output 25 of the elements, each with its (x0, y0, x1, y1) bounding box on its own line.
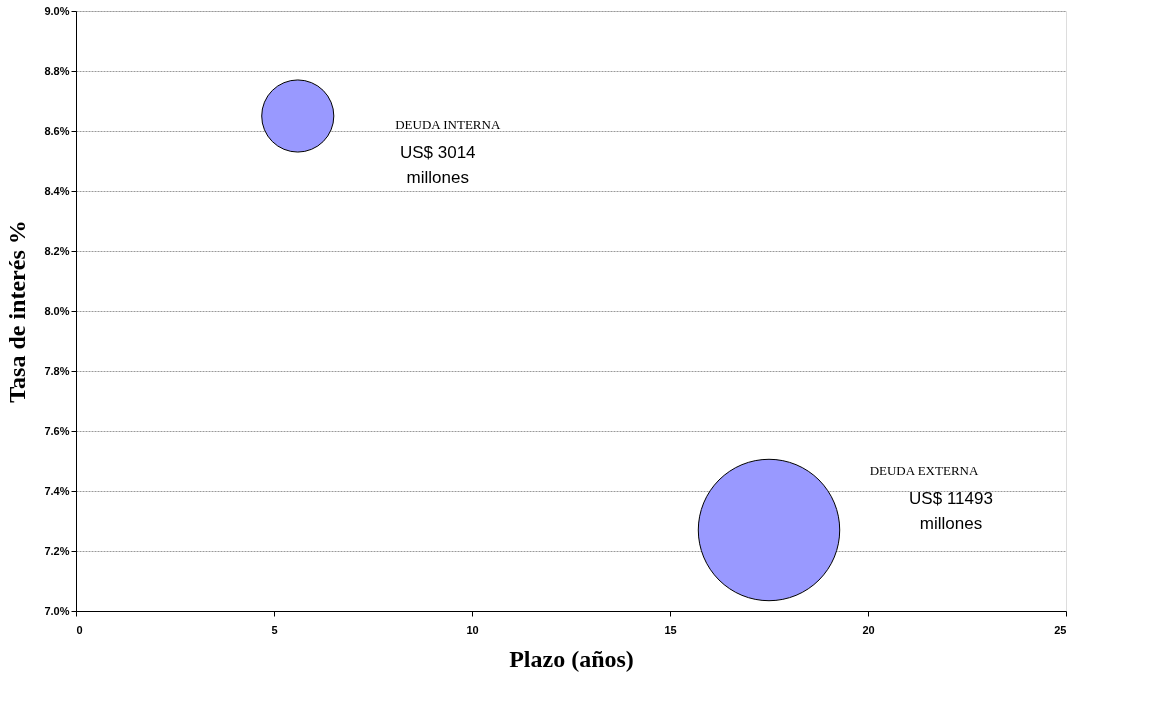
y-tick-label: 7.8% (44, 364, 70, 377)
x-axis-title: Plazo (años) (509, 645, 634, 672)
x-tick-label: 10 (466, 623, 479, 636)
x-tick-label: 0 (76, 623, 83, 636)
annotation: DEUDA INTERNA (395, 117, 501, 132)
y-tick-label: 8.6% (44, 124, 70, 137)
annotation: US$ 3014 (399, 143, 476, 162)
x-tick-label: 20 (862, 623, 875, 636)
y-tick-label: 8.0% (44, 304, 70, 317)
annotation: US$ 11493 (909, 489, 993, 508)
y-tick-label: 8.2% (44, 244, 70, 257)
annotation: millones (919, 514, 983, 533)
y-tick-label: 7.0% (44, 604, 70, 617)
y-tick-label: 9.0% (44, 4, 70, 17)
annotation: millones (406, 168, 469, 187)
y-tick-label: 8.8% (44, 64, 70, 77)
y-tick-label: 7.6% (44, 424, 70, 437)
annotation: DEUDA EXTERNA (869, 463, 979, 478)
y-tick-label: 7.4% (44, 484, 70, 497)
y-tick-label: 8.4% (44, 184, 70, 197)
y-axis-title: Tasa de interés % (4, 220, 31, 403)
x-tick-label: 5 (271, 623, 278, 636)
y-tick-label: 7.2% (44, 544, 70, 557)
x-tick-label: 25 (1054, 623, 1067, 636)
x-tick-label: 15 (664, 623, 677, 636)
